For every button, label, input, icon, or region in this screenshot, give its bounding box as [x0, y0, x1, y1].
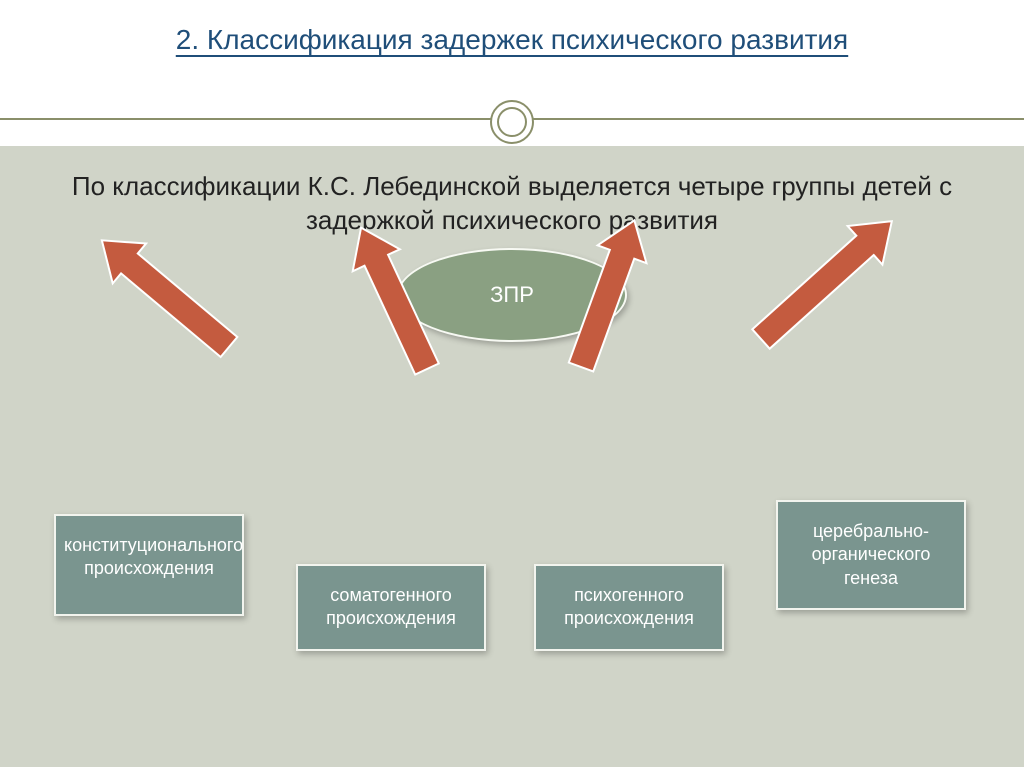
slide-title: 2. Классификация задержек психического р…	[0, 24, 1024, 56]
leaf-box-label: конституционального происхождения	[64, 535, 243, 578]
root-node-label: ЗПР	[490, 282, 534, 308]
leaf-box-2: соматогенного происхождения	[296, 564, 486, 651]
leaf-box-1: конституционального происхождения	[54, 514, 244, 616]
title-area: 2. Классификация задержек психического р…	[0, 0, 1024, 56]
leaf-box-label: психогенного происхождения	[564, 585, 694, 628]
leaf-box-3: психогенного происхождения	[534, 564, 724, 651]
leaf-box-label: церебрально-органического генеза	[812, 521, 931, 588]
divider-circle-inner	[497, 107, 527, 137]
leaf-box-4: церебрально-органического генеза	[776, 500, 966, 610]
slide: 2. Классификация задержек психического р…	[0, 0, 1024, 767]
diagram-area: По классификации К.С. Лебединской выделя…	[0, 146, 1024, 767]
leaf-box-label: соматогенного происхождения	[326, 585, 456, 628]
